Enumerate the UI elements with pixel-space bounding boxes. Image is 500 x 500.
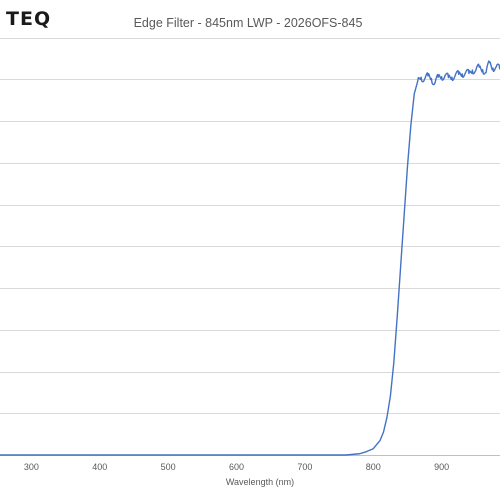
x-tick-label: 500 [161, 462, 176, 472]
x-tick-label: 300 [24, 462, 39, 472]
x-tick-label: 800 [366, 462, 381, 472]
series-layer [0, 60, 500, 456]
x-axis-label: Wavelength (nm) [226, 477, 294, 487]
brand-logo: TEQ [6, 8, 51, 30]
gridlines [0, 38, 500, 456]
x-tick-label: 900 [434, 462, 449, 472]
transmission-line [0, 60, 500, 456]
x-tick-label: 400 [92, 462, 107, 472]
x-tick-label: 600 [229, 462, 244, 472]
x-axis: 300 400 500 600 700 800 900 [24, 462, 449, 472]
x-tick-label: 700 [297, 462, 312, 472]
chart-title: Edge Filter - 845nm LWP - 2026OFS-845 [134, 16, 363, 30]
